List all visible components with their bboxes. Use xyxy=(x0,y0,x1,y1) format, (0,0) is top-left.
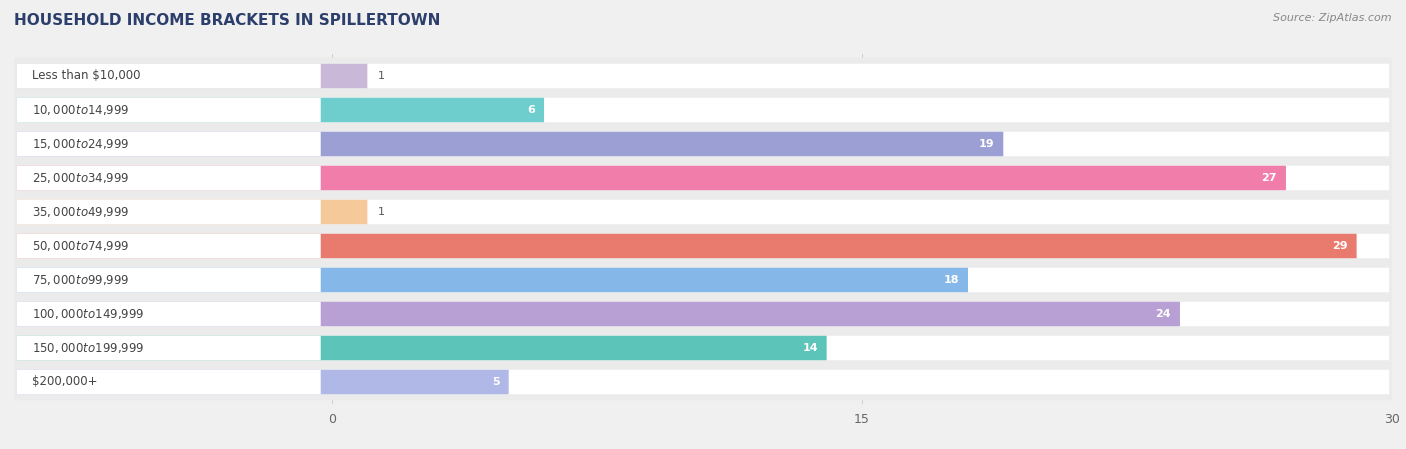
Text: 0: 0 xyxy=(328,413,336,426)
FancyBboxPatch shape xyxy=(14,57,1392,94)
FancyBboxPatch shape xyxy=(17,98,544,122)
FancyBboxPatch shape xyxy=(17,64,1389,88)
Text: 15: 15 xyxy=(853,413,870,426)
Text: 6: 6 xyxy=(527,105,536,115)
FancyBboxPatch shape xyxy=(17,336,1389,360)
Text: $75,000 to $99,999: $75,000 to $99,999 xyxy=(32,273,129,287)
FancyBboxPatch shape xyxy=(17,166,321,190)
FancyBboxPatch shape xyxy=(17,166,1389,190)
Text: 30: 30 xyxy=(1384,413,1400,426)
Text: $100,000 to $149,999: $100,000 to $149,999 xyxy=(32,307,145,321)
FancyBboxPatch shape xyxy=(17,336,321,360)
FancyBboxPatch shape xyxy=(14,92,1392,128)
FancyBboxPatch shape xyxy=(17,234,1389,258)
Text: 1: 1 xyxy=(378,207,385,217)
FancyBboxPatch shape xyxy=(17,234,1357,258)
Text: 27: 27 xyxy=(1261,173,1277,183)
FancyBboxPatch shape xyxy=(14,228,1392,264)
FancyBboxPatch shape xyxy=(17,302,321,326)
FancyBboxPatch shape xyxy=(17,268,967,292)
Text: 14: 14 xyxy=(803,343,818,353)
Text: 1: 1 xyxy=(378,71,385,81)
FancyBboxPatch shape xyxy=(17,370,1389,394)
FancyBboxPatch shape xyxy=(17,302,1180,326)
Text: Less than $10,000: Less than $10,000 xyxy=(32,70,141,83)
Text: $25,000 to $34,999: $25,000 to $34,999 xyxy=(32,171,129,185)
Text: 19: 19 xyxy=(979,139,994,149)
FancyBboxPatch shape xyxy=(17,200,321,224)
FancyBboxPatch shape xyxy=(17,268,321,292)
FancyBboxPatch shape xyxy=(17,336,827,360)
Text: $15,000 to $24,999: $15,000 to $24,999 xyxy=(32,137,129,151)
FancyBboxPatch shape xyxy=(17,132,1004,156)
Text: 18: 18 xyxy=(943,275,959,285)
FancyBboxPatch shape xyxy=(14,262,1392,298)
Text: $200,000+: $200,000+ xyxy=(32,375,97,388)
Text: $35,000 to $49,999: $35,000 to $49,999 xyxy=(32,205,129,219)
Text: $150,000 to $199,999: $150,000 to $199,999 xyxy=(32,341,145,355)
FancyBboxPatch shape xyxy=(17,302,1389,326)
Text: HOUSEHOLD INCOME BRACKETS IN SPILLERTOWN: HOUSEHOLD INCOME BRACKETS IN SPILLERTOWN xyxy=(14,13,440,28)
Text: 24: 24 xyxy=(1156,309,1171,319)
FancyBboxPatch shape xyxy=(14,126,1392,163)
FancyBboxPatch shape xyxy=(17,98,321,122)
FancyBboxPatch shape xyxy=(14,330,1392,366)
Text: $10,000 to $14,999: $10,000 to $14,999 xyxy=(32,103,129,117)
FancyBboxPatch shape xyxy=(17,200,1389,224)
FancyBboxPatch shape xyxy=(17,98,1389,122)
FancyBboxPatch shape xyxy=(17,200,367,224)
FancyBboxPatch shape xyxy=(17,64,321,88)
FancyBboxPatch shape xyxy=(14,160,1392,196)
FancyBboxPatch shape xyxy=(17,234,321,258)
Text: $50,000 to $74,999: $50,000 to $74,999 xyxy=(32,239,129,253)
FancyBboxPatch shape xyxy=(17,268,1389,292)
FancyBboxPatch shape xyxy=(14,295,1392,332)
FancyBboxPatch shape xyxy=(14,364,1392,401)
FancyBboxPatch shape xyxy=(17,132,321,156)
FancyBboxPatch shape xyxy=(17,64,367,88)
Text: Source: ZipAtlas.com: Source: ZipAtlas.com xyxy=(1274,13,1392,23)
FancyBboxPatch shape xyxy=(17,370,321,394)
FancyBboxPatch shape xyxy=(17,166,1286,190)
FancyBboxPatch shape xyxy=(17,132,1389,156)
Text: 29: 29 xyxy=(1331,241,1348,251)
FancyBboxPatch shape xyxy=(14,194,1392,230)
Text: 5: 5 xyxy=(492,377,501,387)
FancyBboxPatch shape xyxy=(17,370,509,394)
